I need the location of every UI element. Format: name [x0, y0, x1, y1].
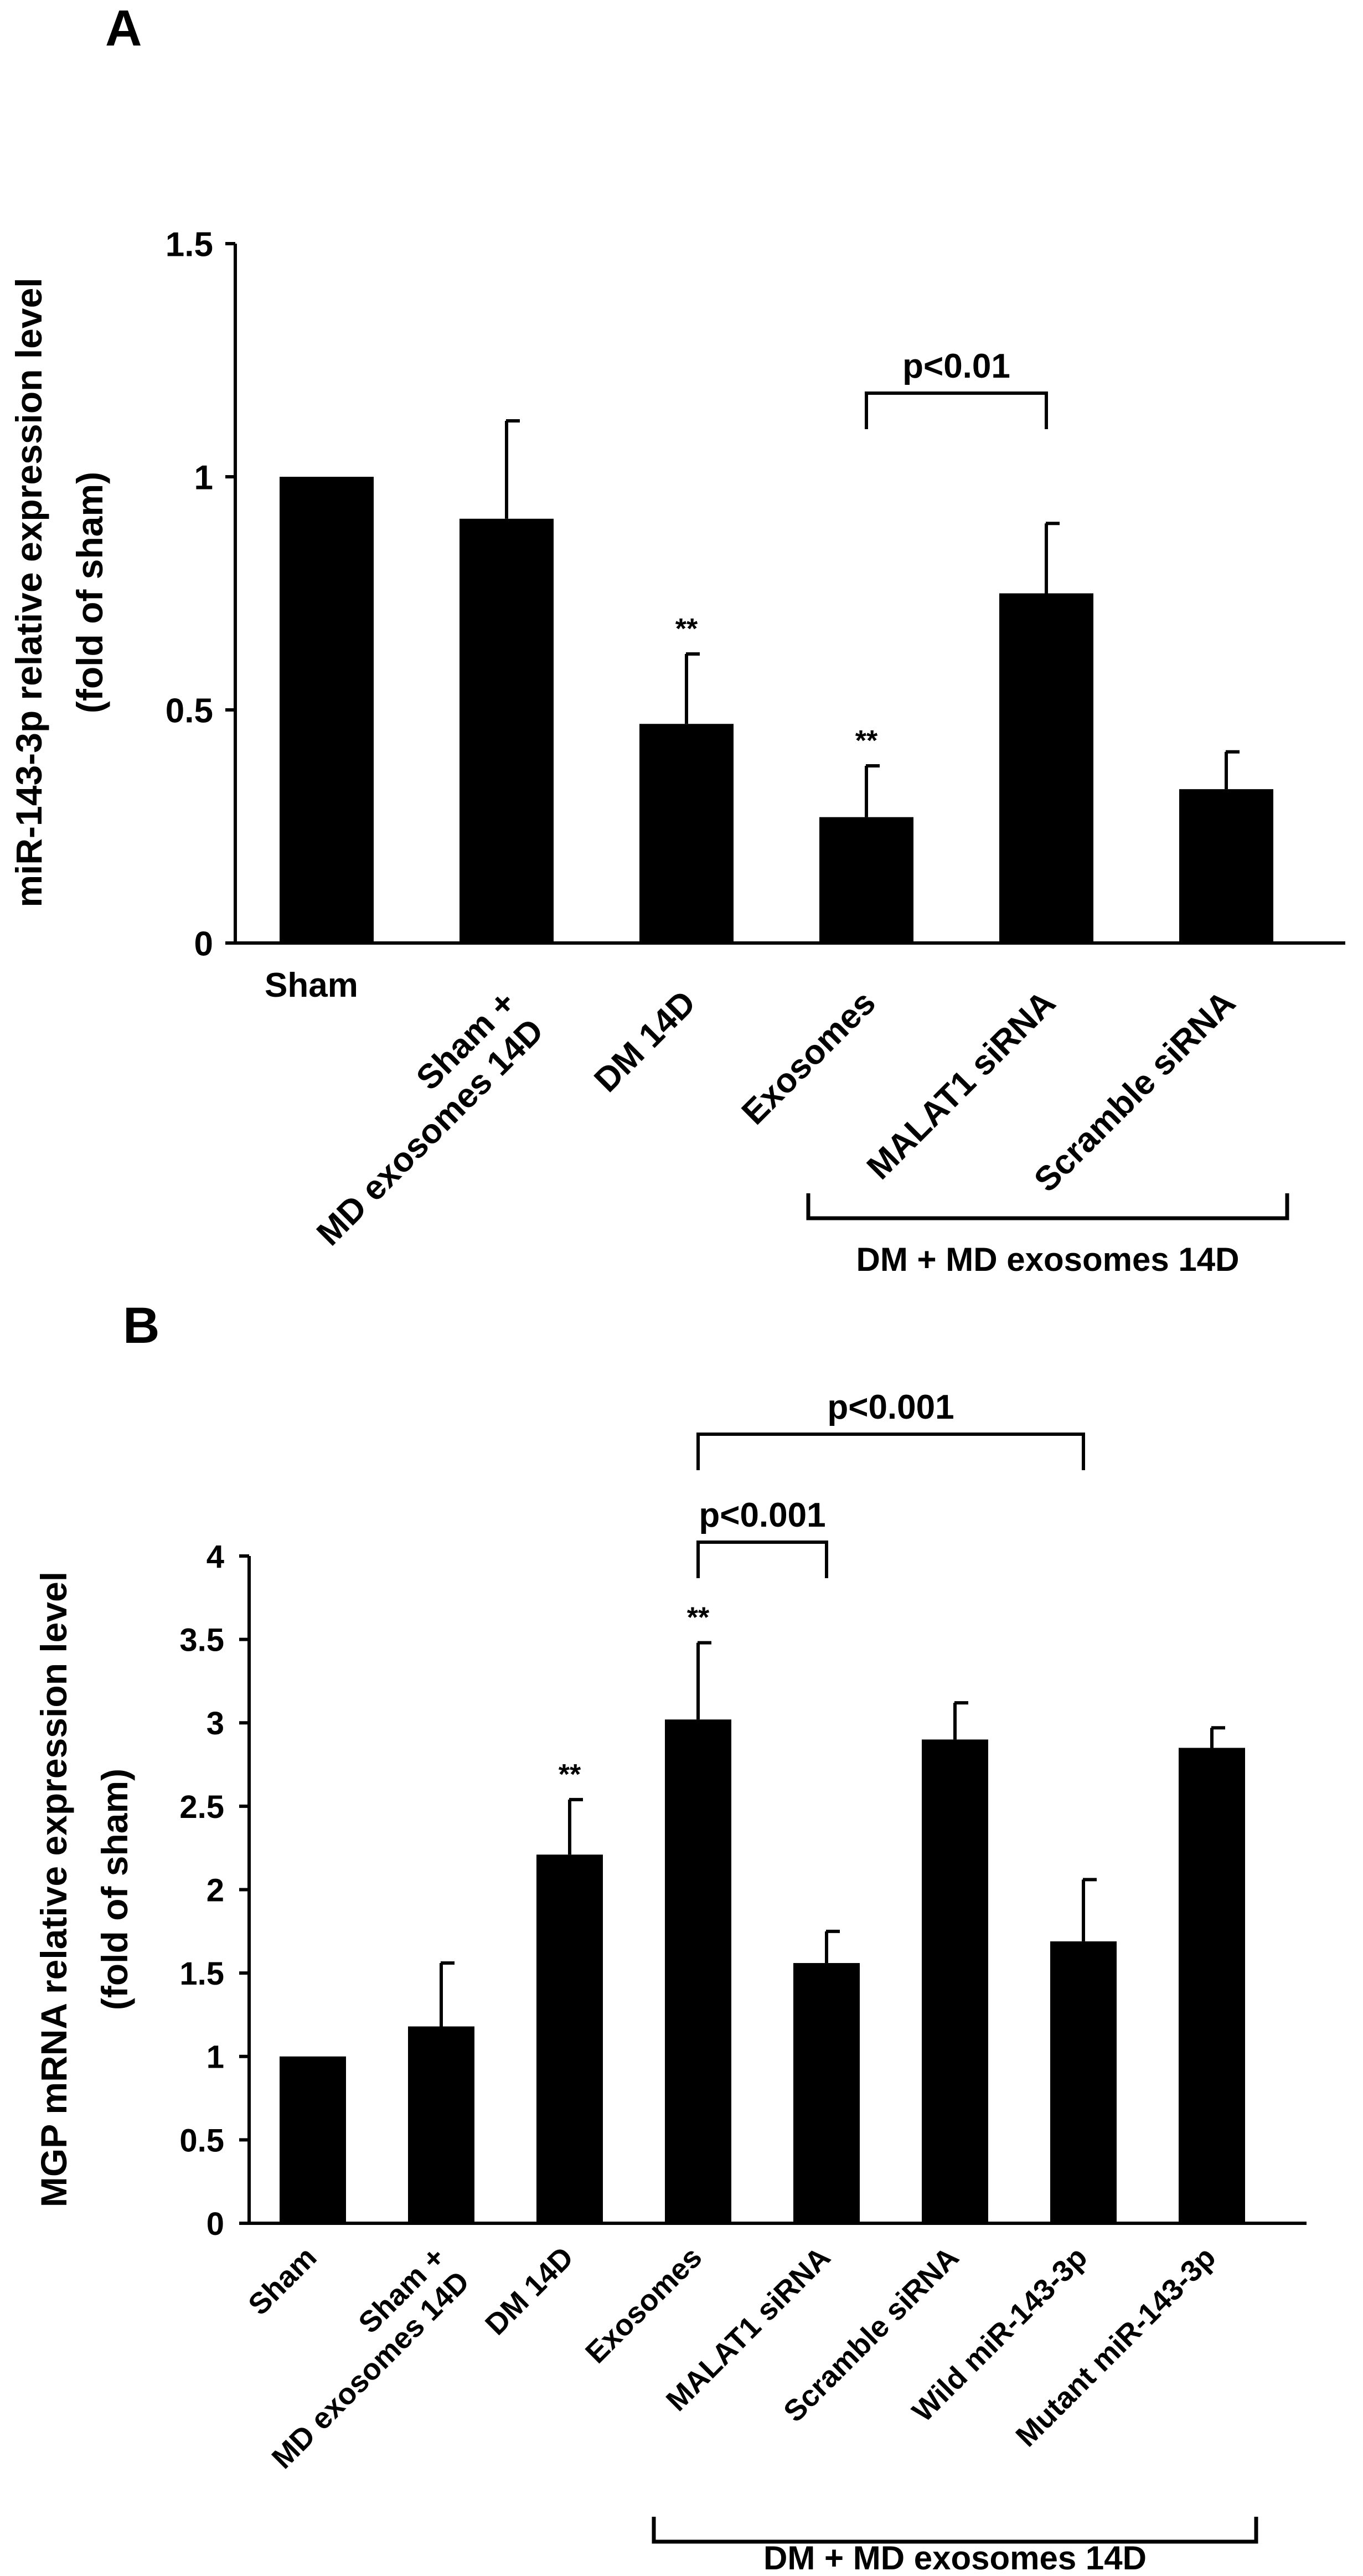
chart-a-category-line: Exosomes: [735, 983, 883, 1132]
chart-a-bar: [639, 724, 734, 943]
chart-a-category-line: MD exosomes 14D: [309, 1012, 551, 1253]
chart-a-category-line: MALAT1 siRNA: [860, 983, 1063, 1187]
chart-b-comparison-label: p<0.001: [699, 1496, 825, 1534]
panel-b-label: B: [123, 1297, 159, 1354]
chart-a-category-label: Sham +MD exosomes 14D: [282, 983, 551, 1253]
chart-a-group-bracket-label: DM + MD exosomes 14D: [856, 1241, 1240, 1278]
chart-b-y-tick-label: 1.5: [179, 1956, 224, 1992]
chart-a-bar: [999, 593, 1093, 943]
chart-b-category-line: Sham: [242, 2240, 323, 2321]
chart-a-category-label: Sham: [265, 966, 358, 1004]
chart-a-bar: [280, 477, 374, 943]
chart-a-comparison-label: p<0.01: [902, 347, 1010, 385]
chart-b-y-tick-label: 3: [206, 1706, 224, 1742]
chart-b-category-label: DM 14D: [479, 2240, 580, 2341]
chart-b-significance-mark: **: [559, 1759, 581, 1791]
chart-b-bar: [280, 2056, 346, 2223]
chart-b-category-line: MD exosomes 14D: [266, 2265, 476, 2475]
chart-b-bar: [1179, 1748, 1245, 2223]
chart-a-category-label: DM 14D: [587, 983, 703, 1100]
chart-b-comparison-bracket: [696, 1541, 828, 1578]
chart-b-group-bracket-label: DM + MD exosomes 14D: [763, 2539, 1147, 2576]
chart-a-bar: [819, 817, 913, 943]
chart-b-y-axis-label: (fold of sham): [94, 1769, 135, 2010]
chart-a: 0 0.5 1 1.5 miR-143-3p relative expression l…: [8, 225, 1345, 1278]
chart-b-bar: [408, 2026, 474, 2223]
chart-b-bar: [1050, 1941, 1117, 2223]
chart-b-category-label: Sham: [242, 2240, 323, 2321]
chart-b-y-tick-label: 0.5: [179, 2122, 224, 2158]
chart-b-y-tick-label: 0: [206, 2206, 224, 2242]
chart-a-category-line: Sham: [265, 966, 358, 1004]
chart-a-y-tick-label: 0.5: [166, 692, 213, 730]
chart-a-y-tick-label: 1.5: [166, 225, 213, 264]
chart-b-y-tick-label: 2.5: [179, 1789, 224, 1825]
chart-b-comparison-bracket: [696, 1433, 1085, 1470]
chart-b: 0 0.5 1 1.5 2 2.5 3 3.5 4 MGP mRNA relative expre…: [33, 1388, 1307, 2576]
chart-b-bar: [665, 1719, 731, 2223]
chart-b-bar: [793, 1963, 860, 2223]
chart-a-category-label: MALAT1 siRNA: [860, 983, 1063, 1187]
chart-a-y-axis-label: (fold of sham): [69, 472, 110, 713]
chart-b-significance-mark: **: [687, 1602, 710, 1634]
chart-a-bar: [460, 518, 554, 943]
chart-b-y-tick-label: 2: [206, 1872, 224, 1908]
chart-a-category-line: Scramble siRNA: [1027, 983, 1243, 1199]
chart-b-y-tick-label: 3.5: [179, 1622, 224, 1658]
panel-a-label: A: [105, 0, 142, 56]
chart-a-category-label: Exosomes: [735, 983, 883, 1132]
chart-a-category-label: Scramble siRNA: [1027, 983, 1243, 1199]
chart-a-significance-mark: **: [675, 613, 698, 645]
chart-a-y-tick-label: 0: [194, 925, 213, 963]
chart-b-y-axis-label: MGP mRNA relative expression level: [33, 1572, 74, 2207]
chart-a-group-bracket: [806, 1193, 1289, 1220]
chart-a-y-axis-label: miR-143-3p relative expression level: [8, 277, 49, 907]
chart-b-category-line: DM 14D: [479, 2240, 580, 2341]
chart-b-category-line: Exosomes: [579, 2240, 708, 2369]
chart-b-bar: [536, 1854, 603, 2223]
chart-a-category-line: DM 14D: [587, 983, 703, 1100]
chart-a-significance-mark: **: [855, 725, 878, 757]
chart-b-y-tick-label: 4: [206, 1539, 224, 1575]
chart-a-bar: [1179, 789, 1273, 943]
chart-a-comparison-bracket: [865, 391, 1048, 429]
chart-a-y-tick-label: 1: [194, 458, 213, 497]
chart-b-group-bracket: [652, 2517, 1258, 2544]
chart-b-bar: [922, 1739, 988, 2223]
chart-b-comparison-label: p<0.001: [827, 1388, 954, 1426]
chart-b-y-tick-label: 1: [206, 2039, 224, 2075]
chart-b-category-label: Exosomes: [579, 2240, 708, 2369]
